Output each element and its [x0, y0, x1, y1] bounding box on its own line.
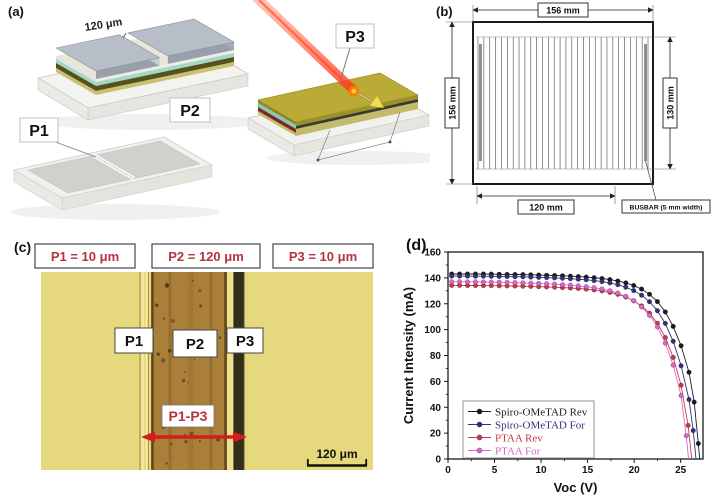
svg-text:P3 = 10 μm: P3 = 10 μm — [289, 249, 357, 264]
svg-text:156 mm: 156 mm — [546, 6, 580, 16]
dim-top: 156 mm — [472, 2, 654, 22]
device-c-shadow — [266, 151, 430, 165]
x-tick-label: 25 — [675, 465, 687, 476]
y-tick-label: 0 — [435, 455, 441, 466]
scribe-highlight — [370, 96, 384, 108]
gap-leader-line — [122, 32, 127, 39]
svg-text:P3: P3 — [236, 333, 254, 350]
y-tick-label: 140 — [424, 273, 441, 284]
svg-text:P2 = 120 μm: P2 = 120 μm — [168, 249, 244, 264]
y-tick-label: 80 — [430, 351, 442, 362]
svg-text:P1: P1 — [29, 123, 49, 140]
device-p3-stack — [247, 72, 430, 157]
legend-entry: PTAA For — [495, 445, 541, 457]
micrograph-image — [41, 272, 373, 470]
y-axis-title: Current Intensity (mA) — [401, 287, 416, 424]
iv-chart: 0 5 10 15 20 25 0 20 40 60 80 100 120 140 160 Voc (V) Cu… — [401, 248, 704, 495]
panel-c-label: (c) — [14, 239, 31, 255]
svg-text:P2: P2 — [186, 336, 204, 353]
svg-text:BUSBAR (5 mm width): BUSBAR (5 mm width) — [630, 205, 703, 212]
gap-width-label: 120 μm — [84, 16, 124, 34]
y-tick-label: 100 — [424, 325, 441, 336]
busbar-left — [479, 44, 482, 161]
panel-c-micrograph: (c) P1 = 10 μm P2 = 120 μm P3 = 10 μm — [14, 239, 374, 470]
panel-b-module-drawing: (b) 156 mm 156 mm — [436, 2, 711, 215]
device-a-shadow — [38, 114, 262, 130]
p2-label: P2 — [169, 97, 211, 123]
busbar-right — [644, 44, 647, 161]
scribe-width-headers: P1 = 10 μm P2 = 120 μm P3 = 10 μm — [34, 243, 374, 269]
series-ptaa-for — [449, 279, 690, 460]
cell-stripes — [477, 37, 649, 169]
legend-entry: Spiro-OMeTAD For — [495, 419, 585, 431]
module-outline — [472, 21, 654, 185]
x-tick-label: 15 — [582, 465, 594, 476]
device-p1-glass — [13, 136, 213, 211]
x-tick-label: 5 — [492, 465, 498, 476]
panel-b-label: (b) — [436, 4, 453, 19]
svg-text:P1: P1 — [125, 333, 143, 350]
axes: 0 5 10 15 20 25 0 20 40 60 80 100 120 140 160 — [424, 248, 704, 476]
svg-text:P2: P2 — [180, 103, 200, 120]
p3-label: P3 — [335, 23, 375, 49]
dim-bottom: 120 mm — [476, 186, 616, 215]
dim-right: 130 mm — [650, 36, 678, 170]
legend-entry: PTAA Rev — [495, 432, 543, 444]
svg-text:120 μm: 120 μm — [316, 447, 357, 461]
svg-text:130 mm: 130 mm — [666, 86, 676, 120]
svg-text:120 mm: 120 mm — [529, 203, 563, 213]
y-tick-label: 40 — [430, 403, 442, 414]
laser-spot-core — [351, 88, 357, 94]
p3-leader-line — [340, 47, 351, 79]
x-axis-title: Voc (V) — [554, 480, 598, 495]
span-annotation: P1-P3 — [141, 404, 247, 443]
svg-text:P1 = 10 μm: P1 = 10 μm — [51, 249, 119, 264]
x-tick-label: 10 — [536, 465, 548, 476]
y-tick-label: 120 — [424, 299, 441, 310]
scribe-markers: P1 P2 P3 — [114, 327, 264, 358]
svg-text:156 mm: 156 mm — [448, 86, 458, 120]
dim-left: 156 mm — [444, 21, 473, 185]
svg-text:P3: P3 — [345, 29, 365, 46]
y-tick-label: 160 — [424, 248, 441, 259]
svg-text:P1-P3: P1-P3 — [169, 408, 208, 424]
y-tick-label: 20 — [430, 429, 442, 440]
panel-a-scribe-schematic: (a) — [8, 0, 430, 220]
p1-label: P1 — [19, 117, 59, 143]
laser-beam — [252, 0, 360, 97]
series-spiro-ometad-for — [449, 273, 697, 460]
scribe-dimension-lines — [316, 111, 401, 162]
legend-entry: Spiro-OMeTAD Rev — [495, 406, 588, 418]
device-p2-stack — [37, 18, 249, 121]
panel-d-iv-chart: (d) 0 5 10 15 20 25 0 20 40 60 80 100 120 140 160 Voc (… — [401, 237, 704, 495]
y-tick-label: 60 — [430, 377, 442, 388]
busbar-callout: BUSBAR (5 mm width) — [621, 160, 711, 214]
scalebar: 120 μm — [306, 447, 368, 467]
x-tick-label: 0 — [445, 465, 451, 476]
p1-leader-line — [49, 139, 97, 158]
x-tick-label: 20 — [629, 465, 641, 476]
panel-d-label: (d) — [406, 237, 426, 254]
device-b-shadow — [10, 204, 220, 220]
panel-a-label: (a) — [8, 4, 24, 19]
